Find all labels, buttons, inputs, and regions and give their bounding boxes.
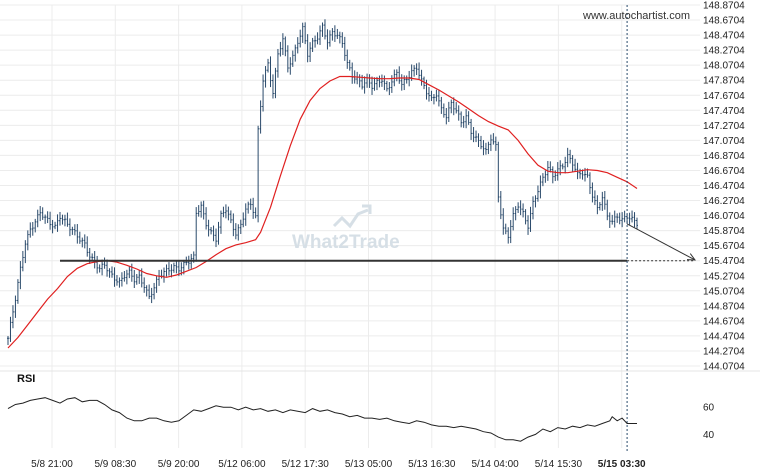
- time-tick-label: 5/13 16:30: [408, 459, 456, 470]
- watermark-logo-mark: [332, 204, 372, 229]
- price-tick-label: 145.2704: [703, 271, 745, 282]
- price-tick-label: 148.0704: [703, 61, 745, 72]
- price-tick-label: 148.4704: [703, 31, 745, 42]
- price-tick-label: 146.4704: [703, 181, 745, 192]
- time-axis: 5/8 21:00 5/9 08:30 5/9 20:00 5/12 06:00 5/1…: [31, 459, 646, 470]
- price-tick-label: 146.2704: [703, 196, 745, 207]
- price-tick-label: 146.6704: [703, 166, 745, 177]
- projection-arrow-head: [686, 253, 697, 261]
- price-tick-label: 144.0704: [703, 362, 745, 373]
- time-tick-label: 5/9 20:00: [158, 459, 200, 470]
- price-tick-label: 144.8704: [703, 301, 745, 312]
- price-tick-label: 144.6704: [703, 316, 745, 327]
- price-tick-label: 147.6704: [703, 91, 745, 102]
- price-tick-label: 148.2704: [703, 46, 745, 57]
- price-tick-label: 145.4704: [703, 256, 745, 267]
- price-tick-label: 144.4704: [703, 331, 745, 342]
- price-axis: 148.8704 148.6704 148.4704 148.2704 148.0704…: [703, 1, 745, 373]
- price-tick-label: 145.6704: [703, 241, 745, 252]
- price-tick-label: 147.2704: [703, 121, 745, 132]
- price-tick-label: 144.2704: [703, 346, 745, 357]
- time-tick-label: 5/12 17:30: [282, 459, 330, 470]
- rsi-label: RSI: [17, 373, 35, 385]
- price-tick-label: 147.0704: [703, 136, 745, 147]
- projection-arrow: [626, 223, 696, 261]
- price-tick-label: 147.4704: [703, 106, 745, 117]
- time-tick-label: 5/12 06:00: [218, 459, 266, 470]
- price-tick-label: 146.0704: [703, 211, 745, 222]
- price-tick-label: 148.6704: [703, 16, 745, 27]
- time-tick-label: 5/14 15:30: [535, 459, 583, 470]
- candlesticks: [7, 19, 638, 345]
- watermark-url: www.autochartist.com: [582, 10, 690, 22]
- time-tick-label: 5/9 08:30: [94, 459, 136, 470]
- rsi-tick-label: 60: [703, 403, 715, 414]
- price-tick-label: 145.0704: [703, 286, 745, 297]
- time-tick-label: 5/15 03:30: [598, 459, 646, 470]
- rsi-line: [7, 397, 637, 442]
- rsi-tick-label: 40: [703, 430, 715, 441]
- watermark-logo-text: What2Trade: [292, 232, 400, 253]
- price-tick-label: 147.8704: [703, 76, 745, 87]
- time-tick-label: 5/14 04:00: [471, 459, 519, 470]
- rsi-axis: 60 40: [703, 403, 715, 441]
- moving-average-line: [7, 75, 638, 349]
- time-tick-label: 5/8 21:00: [31, 459, 73, 470]
- price-tick-label: 145.8704: [703, 226, 745, 237]
- price-tick-label: 148.8704: [703, 1, 745, 12]
- time-tick-label: 5/13 05:00: [345, 459, 393, 470]
- price-tick-label: 146.8704: [703, 151, 745, 162]
- watermark-logo: What2Trade: [292, 204, 400, 253]
